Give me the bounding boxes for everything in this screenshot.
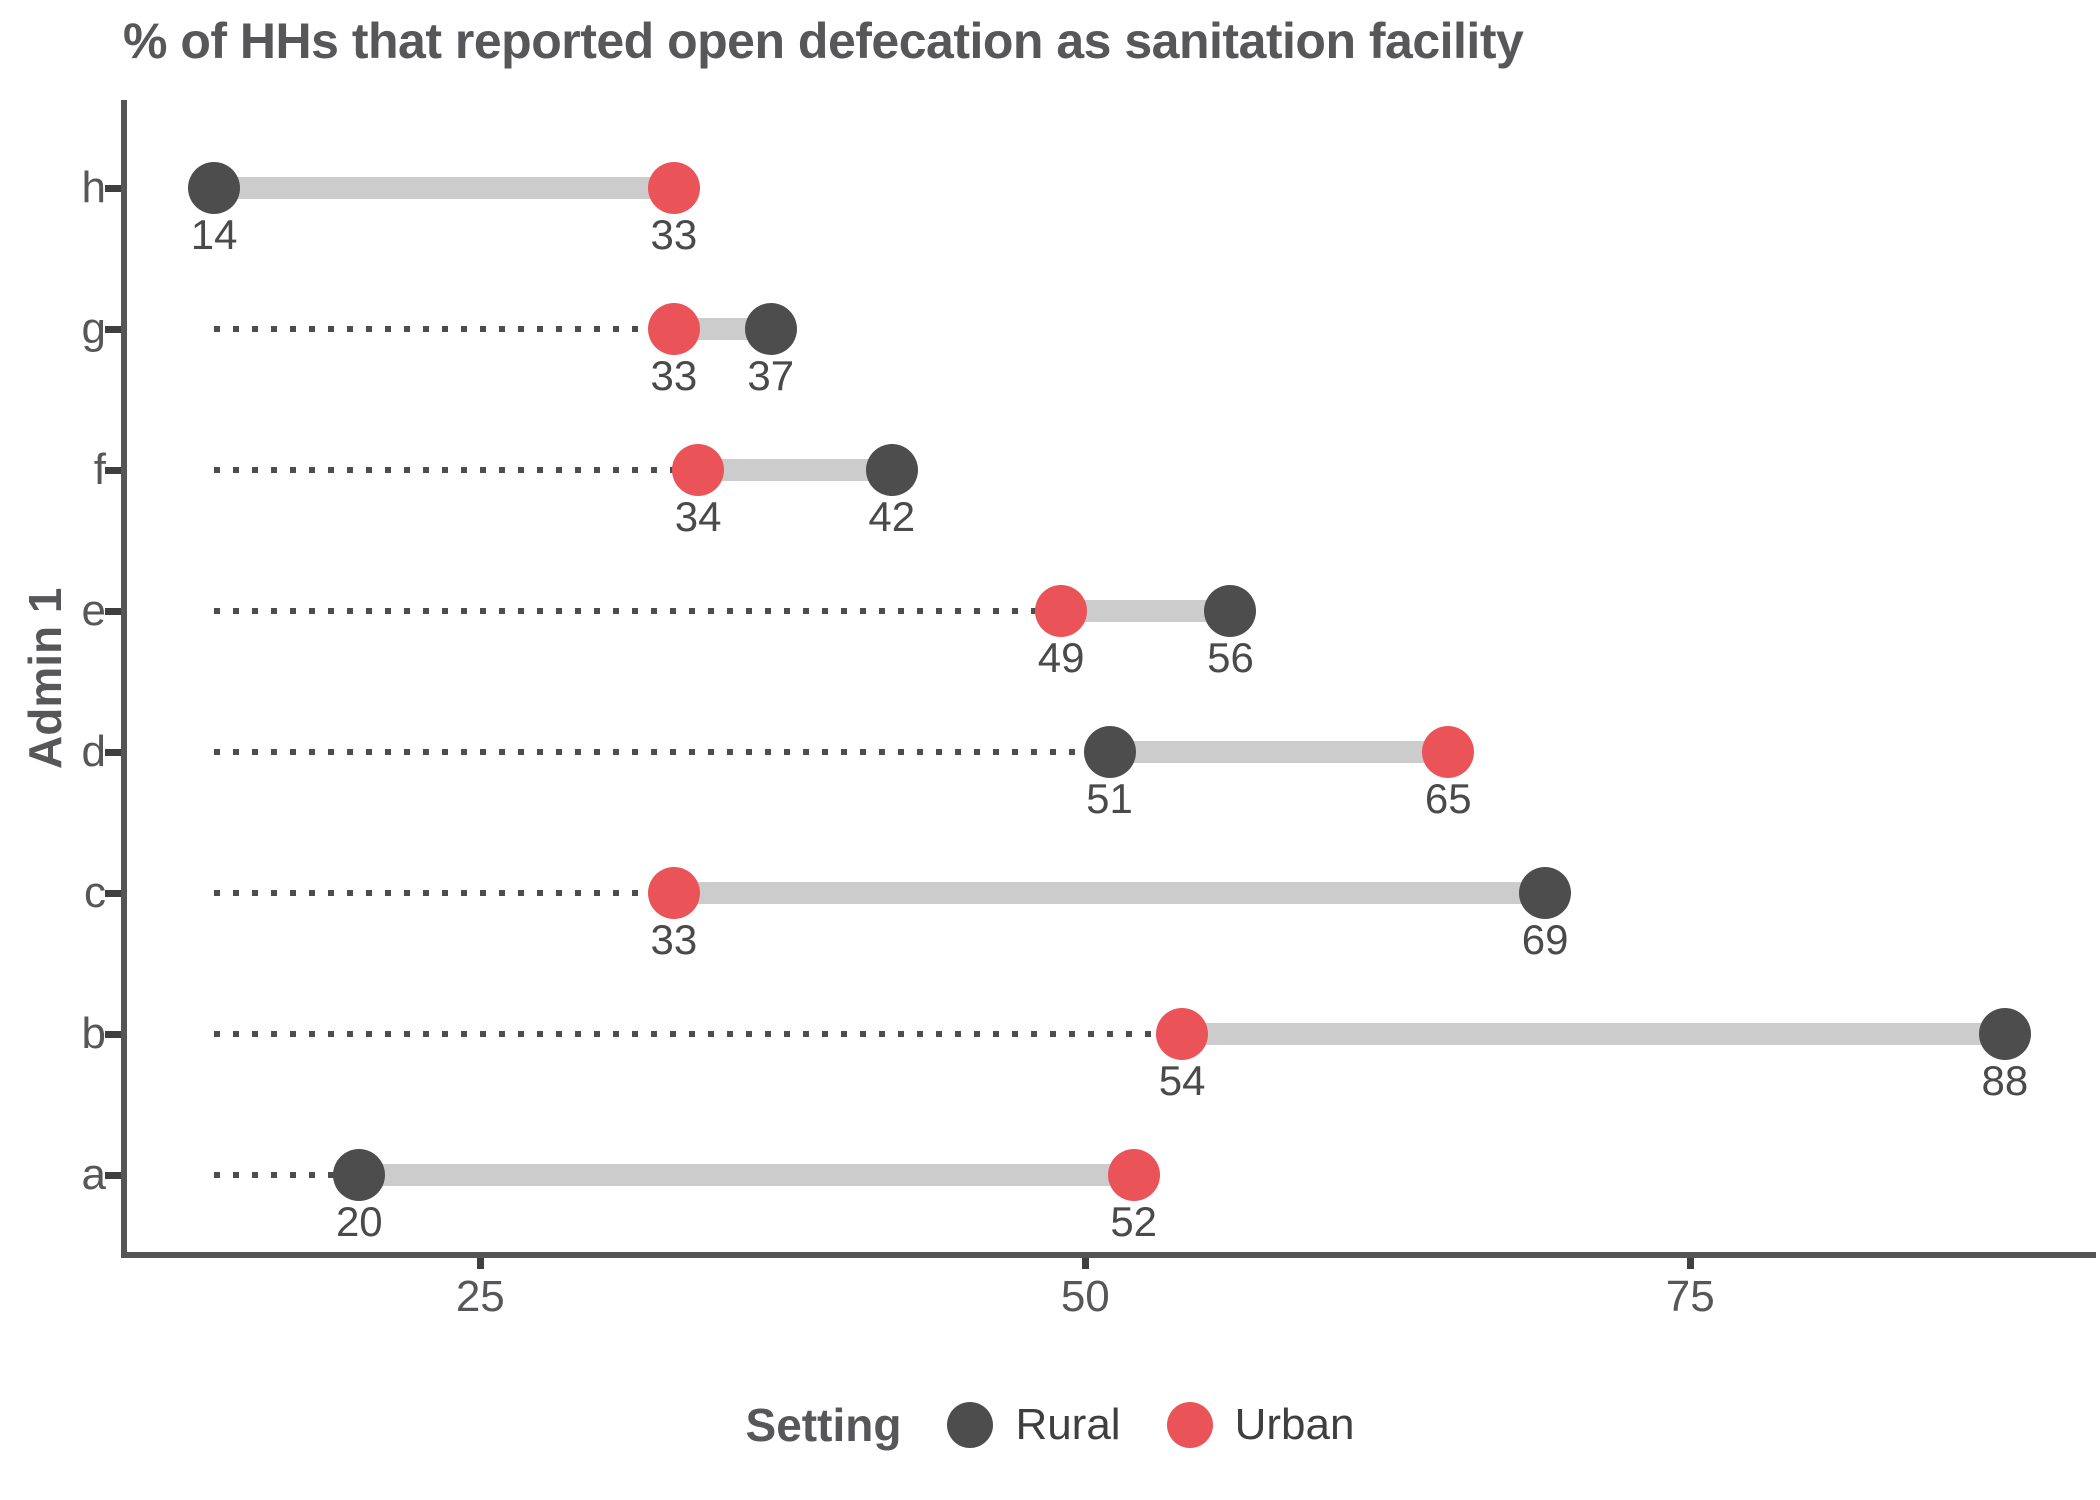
x-tick-label-50: 50 — [1060, 1272, 1110, 1321]
urban-dot-e — [1035, 584, 1088, 637]
rural-value-d: 51 — [1086, 774, 1133, 822]
x-tick-label-75: 75 — [1665, 1272, 1715, 1321]
x-tick-label-25: 25 — [455, 1272, 505, 1321]
leader-line-d — [214, 748, 1110, 755]
range-bar-e — [1061, 599, 1231, 622]
urban-value-h: 33 — [650, 210, 698, 258]
urban-value-e: 49 — [1037, 633, 1085, 681]
leader-line-a — [214, 1171, 360, 1178]
legend-items: Rural Urban — [947, 1400, 1354, 1450]
urban-dot-h — [647, 161, 700, 214]
rural-dot-b — [1978, 1007, 2031, 1060]
urban-dot-b — [1156, 1007, 1209, 1060]
urban-value-a: 52 — [1110, 1197, 1158, 1245]
rural-value-f: 42 — [868, 492, 916, 540]
x-tick-50 — [1082, 1258, 1090, 1269]
legend-label-rural: Rural — [1015, 1400, 1121, 1449]
range-bar-f — [698, 458, 892, 481]
leader-line-g — [214, 325, 674, 332]
urban-dot-a — [1107, 1148, 1160, 1201]
y-tick-e — [105, 607, 121, 615]
y-category-label-g: g — [81, 303, 106, 353]
legend: Setting Rural Urban — [0, 1385, 2100, 1465]
x-tick-75 — [1687, 1258, 1695, 1269]
rural-value-g: 37 — [747, 351, 795, 399]
legend-item-rural: Rural — [947, 1400, 1121, 1450]
rural-value-c: 69 — [1521, 915, 1569, 963]
urban-value-d: 65 — [1424, 774, 1472, 822]
rural-value-e: 56 — [1207, 633, 1254, 681]
rural-dot-g — [744, 302, 797, 355]
y-category-label-e: e — [81, 585, 106, 635]
range-bar-a — [359, 1163, 1134, 1186]
y-tick-h — [105, 184, 121, 192]
x-tick-25 — [477, 1258, 485, 1269]
range-bar-d — [1109, 740, 1449, 763]
y-tick-d — [105, 748, 121, 756]
rural-dot-c — [1519, 866, 1572, 919]
legend-dot-urban — [1166, 1402, 1213, 1448]
urban-value-c: 33 — [650, 915, 698, 963]
legend-title: Setting — [745, 1399, 902, 1451]
y-tick-b — [105, 1030, 121, 1038]
urban-dot-c — [647, 866, 700, 919]
urban-dot-g — [647, 302, 700, 355]
urban-value-f: 34 — [674, 492, 722, 540]
leader-line-b — [214, 1030, 1183, 1037]
y-category-label-d: d — [81, 726, 106, 776]
urban-value-g: 33 — [650, 351, 698, 399]
rural-value-h: 14 — [190, 210, 238, 258]
rural-value-a: 20 — [335, 1197, 383, 1245]
rural-dot-h — [188, 161, 241, 214]
leader-line-e — [214, 607, 1062, 614]
rural-dot-f — [865, 443, 918, 496]
x-axis-line — [121, 1252, 2096, 1258]
legend-item-urban: Urban — [1166, 1400, 1355, 1450]
urban-dot-d — [1422, 725, 1475, 778]
urban-value-b: 54 — [1158, 1056, 1206, 1104]
rural-value-b: 88 — [1981, 1056, 2029, 1104]
y-axis-title: Admin 1 — [19, 587, 71, 769]
rural-dot-d — [1083, 725, 1136, 778]
range-bar-b — [1182, 1022, 2005, 1045]
y-category-label-f: f — [93, 444, 106, 494]
rural-dot-e — [1204, 584, 1257, 637]
y-tick-g — [105, 325, 121, 333]
legend-label-urban: Urban — [1234, 1400, 1355, 1449]
range-bar-h — [214, 176, 674, 199]
legend-dot-rural — [947, 1402, 994, 1448]
range-bar-c — [673, 881, 1546, 904]
leader-line-f — [214, 466, 699, 473]
y-axis-line — [121, 100, 127, 1258]
y-tick-c — [105, 889, 121, 897]
y-category-label-h: h — [81, 162, 106, 212]
y-category-label-b: b — [81, 1008, 106, 1058]
y-category-label-a: a — [81, 1149, 106, 1199]
y-tick-a — [105, 1171, 121, 1179]
y-tick-f — [105, 466, 121, 474]
urban-dot-f — [672, 443, 725, 496]
y-category-label-c: c — [84, 867, 106, 917]
rural-dot-a — [333, 1148, 386, 1201]
chart-title: % of HHs that reported open defecation a… — [123, 13, 1524, 69]
leader-line-c — [214, 889, 674, 896]
